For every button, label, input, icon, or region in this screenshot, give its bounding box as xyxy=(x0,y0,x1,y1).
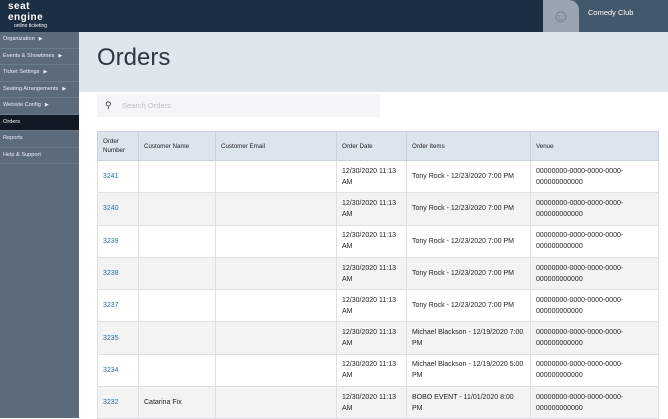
table-cell xyxy=(215,321,337,355)
table-row[interactable]: 3232 Catarina Fix 12/30/2020 11:13 AM BOBO … xyxy=(97,386,659,419)
table-cell: Tony Rock - 12/23/2020 7:00 PM xyxy=(406,289,531,323)
table-cell: 00000000-0000-0000-0000-000000000000 xyxy=(530,353,659,388)
sidebar-item-help-support[interactable]: Help & Support xyxy=(0,148,79,164)
table-cell: Michael Blackson - 12/19/2020 5:00 PM xyxy=(406,353,531,388)
table-row[interactable]: 3235 12/30/2020 11:13 AM Michael Blackson … xyxy=(97,321,659,355)
column-header[interactable]: Customer Name xyxy=(138,131,216,161)
table-cell xyxy=(215,159,337,194)
table-cell: 00000000-0000-0000-0000-000000000000 xyxy=(530,321,659,355)
table-cell xyxy=(138,224,216,258)
table-cell: Catarina Fix xyxy=(138,386,216,419)
table-row[interactable]: 3234 12/30/2020 11:13 AM Michael Blackson … xyxy=(97,353,659,388)
sidebar-item-label: Seating Arrangements xyxy=(3,85,59,92)
venue-name: Comedy Club xyxy=(588,8,634,17)
column-header[interactable]: Order Number xyxy=(97,131,139,161)
table-row[interactable]: 3239 12/30/2020 11:13 AM Tony Rock - 12/23… xyxy=(97,224,659,258)
order-number-link[interactable]: 3235 xyxy=(97,321,139,355)
caret-right-icon: ▶ xyxy=(58,52,63,59)
search-input[interactable]: ⚲ Search Orders xyxy=(97,95,380,117)
column-header[interactable]: Order Items xyxy=(406,131,531,161)
table-cell: 00000000-0000-0000-0000-000000000000 xyxy=(530,386,659,419)
table-cell xyxy=(215,386,337,419)
table-cell: 12/30/2020 11:13 AM xyxy=(336,321,407,355)
table-cell xyxy=(138,321,216,355)
table-cell: Michael Blackson - 12/19/2020 7:00 PM xyxy=(406,321,531,355)
sidebar-item-label: Events & Showtimes xyxy=(3,52,55,59)
sidebar-item-website-config[interactable]: Website Config ▶ xyxy=(0,98,79,115)
table-cell: Tony Rock - 12/23/2020 7:00 PM xyxy=(406,224,531,258)
table-cell xyxy=(215,256,337,291)
table-cell: Tony Rock - 12/23/2020 7:00 PM xyxy=(406,256,531,291)
table-cell: 00000000-0000-0000-0000-000000000000 xyxy=(530,159,659,194)
sidebar-item-reports[interactable]: Reports xyxy=(0,131,79,148)
sidebar-item-label: Help & Support xyxy=(3,151,41,158)
sidebar-item-seating-arrangements[interactable]: Seating Arrangements ▶ xyxy=(0,82,79,98)
order-number-link[interactable]: 3239 xyxy=(97,224,139,258)
order-number-link[interactable]: 3240 xyxy=(97,192,139,226)
sidebar-item-ticket-settings[interactable]: Ticket Settings ▶ xyxy=(0,65,79,82)
order-number-link[interactable]: 3237 xyxy=(97,289,139,323)
table-cell: 12/30/2020 11:13 AM xyxy=(336,159,407,194)
caret-right-icon: ▶ xyxy=(43,69,48,75)
sidebar-item-label: Ticket Settings xyxy=(3,69,40,75)
sidebar: Organization ▶ Events & Showtimes ▶ Ticket S… xyxy=(0,32,79,418)
table-cell: 00000000-0000-0000-0000-000000000000 xyxy=(530,256,659,291)
table-cell xyxy=(138,353,216,388)
table-cell xyxy=(215,224,337,258)
logo-text: engine xyxy=(8,12,44,23)
sidebar-item-label: Organization xyxy=(3,36,35,42)
table-cell: 00000000-0000-0000-0000-000000000000 xyxy=(530,224,659,258)
caret-right-icon: ▶ xyxy=(44,102,49,108)
seat-engine-logo[interactable]: seat engine online ticketing xyxy=(8,1,47,29)
table-cell: 12/30/2020 11:13 AM xyxy=(336,256,407,291)
sidebar-item-label: Orders xyxy=(3,118,21,125)
page-header: Orders xyxy=(79,32,668,92)
table-cell: 00000000-0000-0000-0000-000000000000 xyxy=(530,192,659,226)
table-cell xyxy=(215,353,337,388)
theater-masks-icon: ☺ xyxy=(543,0,579,32)
sidebar-item-events-showtimes[interactable]: Events & Showtimes ▶ xyxy=(0,49,79,65)
caret-right-icon: ▶ xyxy=(38,36,43,42)
table-row[interactable]: 3237 12/30/2020 11:13 AM Tony Rock - 12/23… xyxy=(97,289,659,323)
order-number-link[interactable]: 3241 xyxy=(97,159,139,194)
search-placeholder: Search Orders xyxy=(122,101,171,110)
table-cell: 12/30/2020 11:13 AM xyxy=(336,353,407,388)
table-cell xyxy=(138,159,216,194)
table-cell xyxy=(138,192,216,226)
table-cell xyxy=(138,289,216,323)
sidebar-item-organization[interactable]: Organization ▶ xyxy=(0,32,79,49)
order-number-link[interactable]: 3232 xyxy=(97,386,139,419)
top-bar: seat engine online ticketing ☺ Comedy Cl… xyxy=(0,0,668,32)
table-cell: Tony Rock - 12/23/2020 7:00 PM xyxy=(406,159,531,194)
table-cell: 00000000-0000-0000-0000-000000000000 xyxy=(530,289,659,323)
column-header[interactable]: Venue xyxy=(530,131,659,161)
sidebar-item-label: Reports xyxy=(3,135,23,141)
table-cell: 12/30/2020 11:13 AM xyxy=(336,192,407,226)
venue-switcher[interactable]: ☺ Comedy Club xyxy=(543,0,668,32)
table-cell: Tony Rock - 12/23/2020 7:00 PM xyxy=(406,192,531,226)
table-cell xyxy=(215,289,337,323)
order-number-link[interactable]: 3238 xyxy=(97,256,139,291)
orders-table: Order Number Customer Name Customer Email O… xyxy=(97,131,659,419)
table-row[interactable]: 3241 12/30/2020 11:13 AM Tony Rock - 12/23… xyxy=(97,159,659,194)
column-header[interactable]: Customer Email xyxy=(215,131,337,161)
table-cell: 12/30/2020 11:13 AM xyxy=(336,386,407,419)
table-row[interactable]: 3240 12/30/2020 11:13 AM Tony Rock - 12/23… xyxy=(97,192,659,226)
table-cell xyxy=(215,192,337,226)
table-cell: BOBO EVENT - 11/01/2020 8:00 PM xyxy=(406,386,531,419)
table-row[interactable]: 3238 12/30/2020 11:13 AM Tony Rock - 12/23… xyxy=(97,256,659,291)
table-cell: 12/30/2020 11:13 AM xyxy=(336,224,407,258)
table-cell: 12/30/2020 11:13 AM xyxy=(336,289,407,323)
sidebar-item-label: Website Config xyxy=(3,102,41,108)
order-number-link[interactable]: 3234 xyxy=(97,353,139,388)
sidebar-item-orders[interactable]: Orders xyxy=(0,114,79,131)
column-header[interactable]: Order Date xyxy=(336,131,407,161)
table-cell xyxy=(138,256,216,291)
page-title: Orders xyxy=(97,44,171,71)
search-icon: ⚲ xyxy=(105,100,112,110)
caret-right-icon: ▶ xyxy=(62,85,67,92)
logo-text: seat xyxy=(8,1,31,12)
logo-tagline: online ticketing xyxy=(14,23,48,29)
